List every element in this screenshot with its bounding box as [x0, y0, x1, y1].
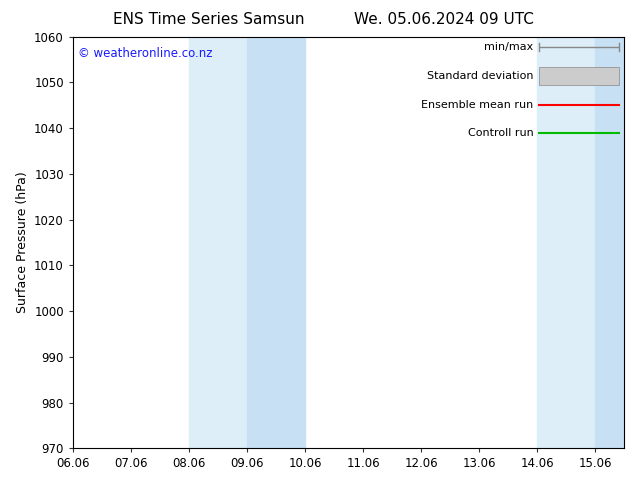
Y-axis label: Surface Pressure (hPa): Surface Pressure (hPa) [16, 172, 29, 314]
Text: Ensemble mean run: Ensemble mean run [421, 99, 533, 110]
Text: Controll run: Controll run [468, 128, 533, 139]
Text: Standard deviation: Standard deviation [427, 71, 533, 81]
Bar [595, 37, 634, 448]
Bar [539, 67, 619, 85]
Bar [538, 37, 595, 448]
Text: ENS Time Series Samsun: ENS Time Series Samsun [113, 12, 305, 27]
Bar [189, 37, 247, 448]
Text: min/max: min/max [484, 42, 533, 52]
Text: © weatheronline.co.nz: © weatheronline.co.nz [79, 47, 213, 60]
Bar [247, 37, 305, 448]
Text: We. 05.06.2024 09 UTC: We. 05.06.2024 09 UTC [354, 12, 534, 27]
